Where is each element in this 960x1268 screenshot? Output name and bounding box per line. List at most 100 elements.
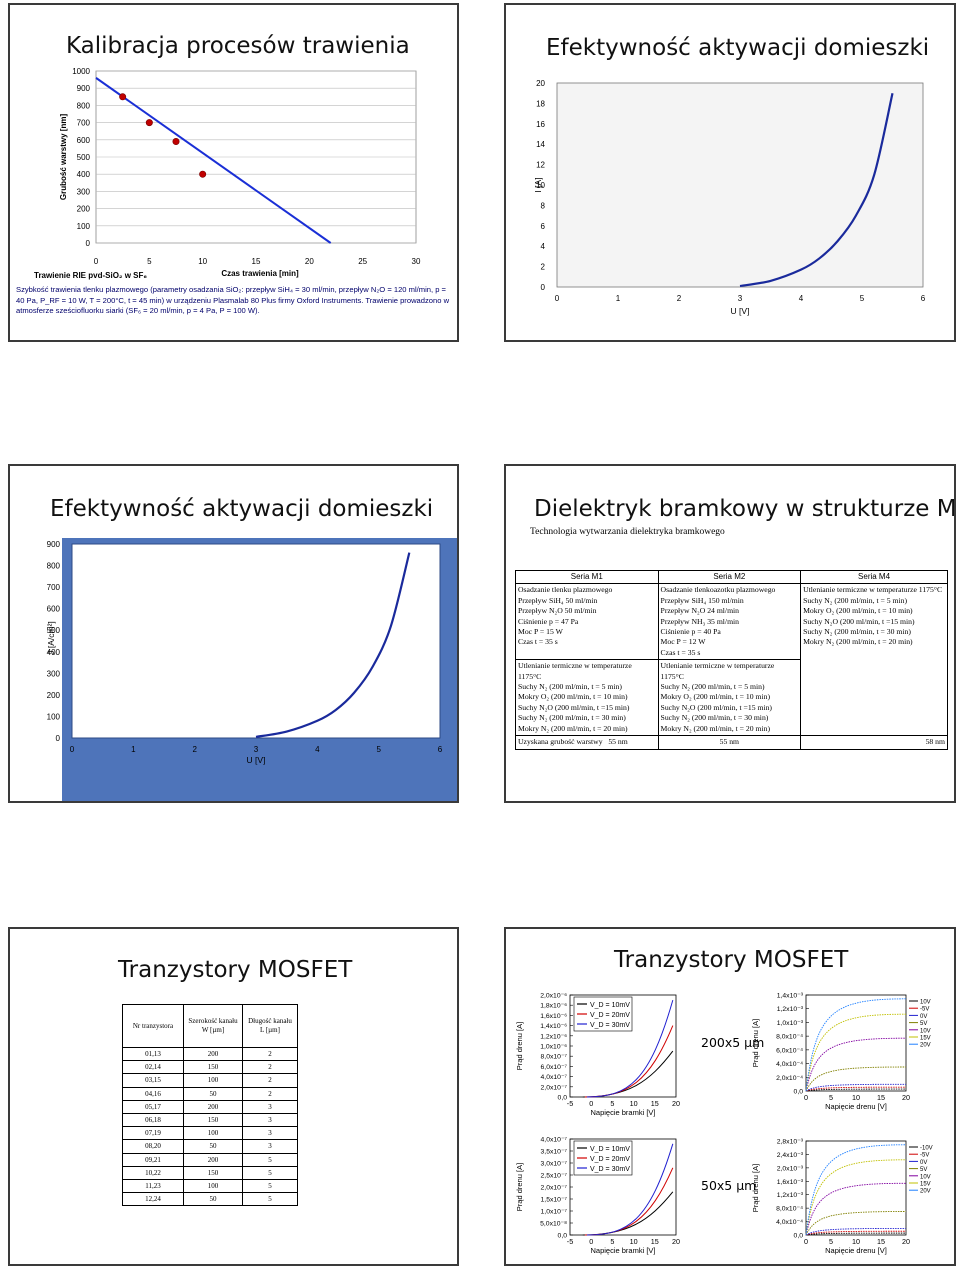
y-tick-label: 6,0x10⁻⁴ xyxy=(776,1047,803,1054)
plot-area xyxy=(71,543,441,739)
x-tick-label: 1 xyxy=(131,745,136,754)
x-tick-label: 10 xyxy=(630,1099,638,1108)
x-tick-label: 10 xyxy=(852,1093,860,1102)
table-row: 05,17 200 3 xyxy=(122,1099,298,1114)
y-tick-label: 6,0x10⁻⁷ xyxy=(541,1064,568,1071)
y-tick-label: 1,6x10⁻⁶ xyxy=(540,1013,567,1020)
x-tick-label: 4 xyxy=(315,745,320,754)
fit-line xyxy=(95,77,332,244)
table-cell: 09,21 xyxy=(122,1152,184,1167)
x-tick-label: 20 xyxy=(672,1237,680,1246)
drain-curve xyxy=(805,1037,907,1092)
y-tick-label: 1,4x10⁻³ xyxy=(777,993,804,1000)
y-tick-label: 2,8x10⁻³ xyxy=(777,1139,804,1146)
y-tick-label: 1,2x10⁻³ xyxy=(777,1192,804,1199)
y-tick-label: 8,0x10⁻⁷ xyxy=(541,1054,568,1061)
x-tick-label: 3 xyxy=(738,294,743,303)
y-tick-label: 5,0x10⁻⁸ xyxy=(540,1221,567,1228)
transistor-table: Nr tranzystora Szerokość kanału W [µm] D… xyxy=(122,1004,298,1207)
gate-curve xyxy=(586,1143,674,1236)
x-axis-label: Napięcie bramki [V] xyxy=(590,1108,655,1117)
y-tick-label: 1,6x10⁻³ xyxy=(777,1179,804,1186)
legend-label: -5V xyxy=(920,1153,929,1159)
x-axis-label: Napięcie drenu [V] xyxy=(825,1246,887,1255)
table-cell: 07,19 xyxy=(122,1126,184,1141)
table-row: 12,24 50 5 xyxy=(122,1192,298,1207)
y-axis-label: Prąd drenu [A] xyxy=(751,1164,760,1212)
table-cell: 5 xyxy=(242,1178,298,1194)
table-cell: 150 xyxy=(183,1112,243,1128)
drain-curve xyxy=(805,1083,907,1092)
legend-label: V_D = 10mV xyxy=(590,1002,630,1009)
legend-label: V_D = 30mV xyxy=(590,1166,630,1173)
y-axis-label: Prąd drenu [A] xyxy=(751,1019,760,1067)
y-tick-label: 400 xyxy=(47,648,61,657)
x-tick-label: 5 xyxy=(376,745,381,754)
x-tick-label: 20 xyxy=(305,257,314,266)
x-tick-label: 6 xyxy=(921,294,926,303)
x-tick-label: 4 xyxy=(799,294,804,303)
y-tick-label: 10 xyxy=(536,181,545,190)
etch-calibration-chart: 0 100 200 300 400 500 600 700 800 900 1000 0 5 10 15 2… xyxy=(34,67,421,280)
thickness-m2: 55 nm xyxy=(657,735,802,750)
y-tick-label: 4,0x10⁻⁷ xyxy=(541,1074,568,1081)
table-cell: 3 xyxy=(242,1139,298,1154)
plot-area xyxy=(805,1140,907,1236)
legend-label: 10V xyxy=(920,1000,931,1006)
legend-label: 5V xyxy=(920,1021,927,1027)
m1-deposition: Osadzanie tlenku plazmowego Przepływ SiH₄… xyxy=(515,583,659,661)
slide-title: Kalibracja procesów trawienia xyxy=(66,33,410,59)
table-cell: 02,14 xyxy=(122,1060,184,1075)
table-cell: 2 xyxy=(242,1086,298,1101)
drain-curve xyxy=(805,1182,907,1236)
data-point xyxy=(145,119,153,127)
y-tick-label: 900 xyxy=(47,540,61,549)
table-cell: 5 xyxy=(242,1165,298,1180)
legend-label: 0V xyxy=(920,1160,927,1166)
y-tick-label: 4,0x10⁻⁴ xyxy=(776,1061,803,1068)
slide-title: Tranzystory MOSFET xyxy=(614,947,849,973)
y-tick-label: 0,0 xyxy=(794,1233,804,1240)
legend-label: 20V xyxy=(920,1043,931,1049)
drain-curve xyxy=(805,998,907,1092)
x-tick-label: 2 xyxy=(192,745,197,754)
y-tick-label: 600 xyxy=(77,136,91,145)
size-label-bottom: 50x5 µm xyxy=(701,1178,757,1193)
table-cell: 5 xyxy=(242,1152,298,1167)
x-tick-label: 20 xyxy=(902,1093,910,1102)
y-tick-label: 4,0x10⁻⁴ xyxy=(776,1219,803,1226)
x-tick-label: 5 xyxy=(610,1237,614,1246)
table-cell: 50 xyxy=(183,1086,243,1101)
table-cell: 5 xyxy=(242,1192,298,1207)
y-tick-label: 8,0x10⁻⁴ xyxy=(776,1206,803,1213)
y-tick-label: 200 xyxy=(47,691,61,700)
legend-label: 15V xyxy=(920,1182,931,1188)
x-tick-label: 6 xyxy=(438,745,443,754)
header-m2: Seria M2 xyxy=(657,569,802,585)
table-row: 01,13 200 2 xyxy=(122,1046,298,1062)
x-tick-label: 15 xyxy=(651,1237,659,1246)
table-cell: 04,16 xyxy=(122,1086,184,1101)
y-tick-label: 0,0 xyxy=(558,1095,568,1102)
x-tick-label: 10 xyxy=(852,1237,860,1246)
slide-etch-calibration: Kalibracja procesów trawienia 0 100 200 300… xyxy=(8,3,459,342)
y-axis-label: I [A] xyxy=(533,177,543,192)
table-cell: 100 xyxy=(183,1126,243,1141)
x-tick-label: 0 xyxy=(94,257,99,266)
y-tick-label: 2,0x10⁻⁷ xyxy=(541,1084,568,1091)
y-tick-label: 300 xyxy=(47,669,61,678)
mosfet-plot: 2,0x10⁻⁶ 1,8x10⁻⁶ 1,6x10⁻⁶ 1,4x10⁻⁶ 1,2x10⁻⁶… xyxy=(515,993,680,1118)
y-tick-label: 800 xyxy=(47,562,61,571)
table-cell: 150 xyxy=(183,1060,243,1075)
col-length: Długość kanału L [µm] xyxy=(242,1004,298,1048)
table-cell: 11,23 xyxy=(122,1178,184,1194)
y-tick-label: 4 xyxy=(541,242,546,251)
legend-label: 10V xyxy=(920,1028,931,1034)
jv-curve xyxy=(255,552,411,739)
y-tick-label: 300 xyxy=(77,187,91,196)
drain-curve xyxy=(805,1227,907,1236)
slide-activation-jv: Efektywność aktywacji domieszki 0 100 200 3… xyxy=(8,464,459,803)
table-row: 08,20 50 3 xyxy=(122,1139,298,1154)
drain-curve xyxy=(805,1088,907,1092)
